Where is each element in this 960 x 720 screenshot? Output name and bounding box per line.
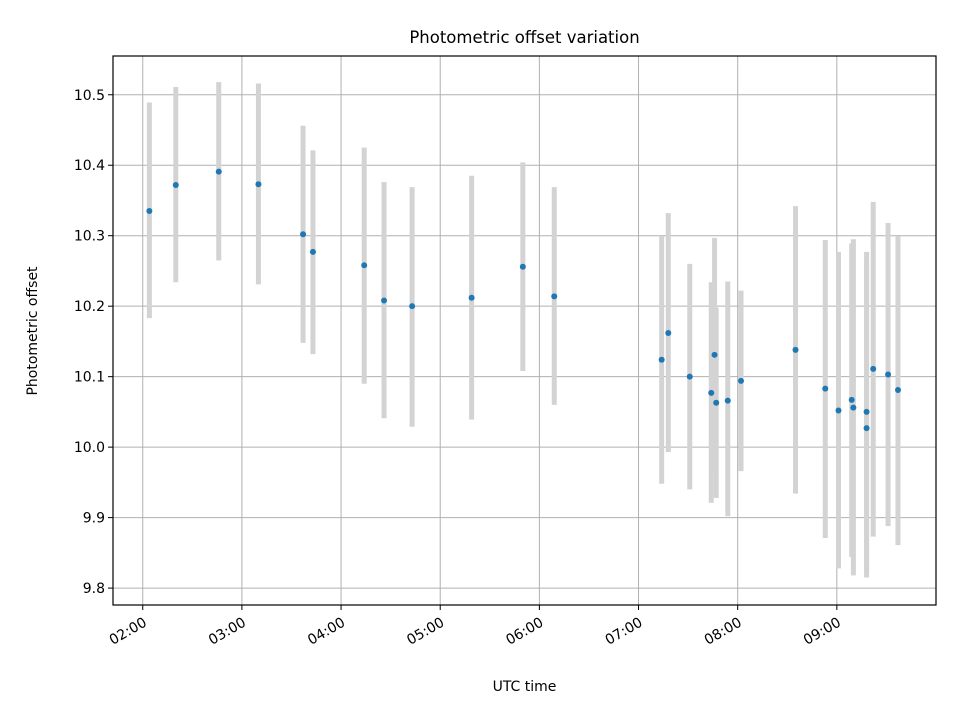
data-point <box>724 397 731 404</box>
data-point <box>361 262 368 269</box>
data-point <box>255 181 262 188</box>
data-point <box>381 297 388 304</box>
data-point <box>713 399 720 406</box>
data-point <box>409 303 416 310</box>
data-point <box>686 373 693 380</box>
data-point <box>215 168 222 175</box>
chart-title: Photometric offset variation <box>409 28 639 47</box>
data-point <box>468 294 475 301</box>
y-axis-label: Photometric offset <box>25 266 41 396</box>
data-points <box>146 168 901 432</box>
data-point <box>894 387 901 394</box>
data-point <box>737 377 744 384</box>
data-point <box>146 208 153 215</box>
y-tick-label: 10.5 <box>74 88 105 104</box>
data-point <box>822 385 829 392</box>
data-point <box>792 346 799 353</box>
data-point <box>885 371 892 378</box>
data-point <box>708 389 715 396</box>
y-tick-label: 10.2 <box>74 299 105 315</box>
data-point <box>863 425 870 432</box>
data-point <box>519 263 526 270</box>
y-tick-label: 10.0 <box>74 440 105 456</box>
y-tick-label: 9.8 <box>83 581 105 597</box>
data-point <box>850 404 857 411</box>
data-point <box>551 293 558 300</box>
data-point <box>870 365 877 372</box>
plot-frame <box>112 55 937 606</box>
data-point <box>848 396 855 403</box>
y-tick-label: 9.9 <box>83 511 105 527</box>
data-point <box>711 351 718 358</box>
data-point <box>835 407 842 414</box>
y-tick-label: 10.3 <box>74 229 105 245</box>
data-point <box>300 231 307 238</box>
data-point <box>665 329 672 336</box>
data-point <box>658 356 665 363</box>
data-point <box>863 408 870 415</box>
x-axis-label: UTC time <box>493 679 557 695</box>
y-tick-label: 10.4 <box>74 158 105 174</box>
y-axis-ticks: 9.8 9.9 10.0 10.1 10.2 10.3 10.4 10.5 <box>74 88 113 597</box>
data-point <box>172 181 179 188</box>
y-tick-label: 10.1 <box>74 370 105 386</box>
data-point <box>309 248 316 255</box>
